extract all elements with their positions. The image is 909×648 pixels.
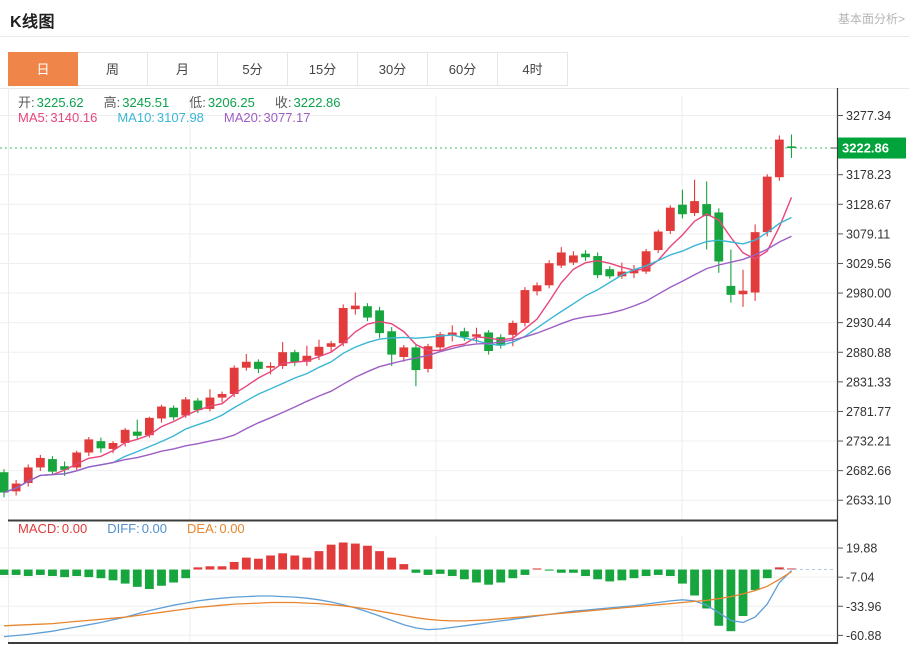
ma10-line <box>3 216 792 494</box>
y-axis-label: 3277.34 <box>846 109 891 123</box>
y-axis-label: -33.96 <box>846 600 881 614</box>
tab-5分[interactable]: 5分 <box>218 52 288 86</box>
tab-30分[interactable]: 30分 <box>358 52 428 86</box>
y-axis-labels: 3277.34 3178.23 3128.67 3079.11 3029.56 2980.… <box>831 109 891 643</box>
dea-line <box>3 571 792 627</box>
macd-histogram <box>0 542 796 632</box>
svg-text:3222.86: 3222.86 <box>842 141 889 156</box>
y-axis-label: 3079.11 <box>846 227 890 241</box>
page-header: K线图 基本面分析> <box>0 0 909 37</box>
tab-15分[interactable]: 15分 <box>288 52 358 86</box>
y-axis-label: -60.88 <box>846 629 881 643</box>
y-axis-label: 19.88 <box>846 542 877 556</box>
y-axis-label: 3178.23 <box>846 168 891 182</box>
y-axis-label: 2781.77 <box>846 405 891 419</box>
y-axis-label: 3128.67 <box>846 198 891 212</box>
timeframe-tabs: 日周月 5分 15分 30分 60分 4时 <box>8 52 568 86</box>
tab-周[interactable]: 周 <box>78 52 148 86</box>
candles <box>0 134 796 498</box>
tab-月[interactable]: 月 <box>148 52 218 86</box>
tab-日[interactable]: 日 <box>8 52 78 86</box>
y-axis-label: 3029.56 <box>846 257 891 271</box>
y-axis-label: -7.04 <box>846 571 875 585</box>
ma5-line <box>3 197 793 494</box>
chart-stage: 3277.34 3178.23 3128.67 3079.11 3029.56 2980.… <box>0 88 909 648</box>
tab-4时[interactable]: 4时 <box>498 52 568 86</box>
y-axis-label: 2930.44 <box>846 316 891 330</box>
page-title: K线图 <box>10 14 56 31</box>
y-axis-label: 2682.66 <box>846 464 891 478</box>
tab-60分[interactable]: 60分 <box>428 52 498 86</box>
current-price-tag: 3222.86 <box>838 137 906 159</box>
fundamental-analysis-link[interactable]: 基本面分析> <box>837 12 905 26</box>
y-axis-label: 2980.00 <box>846 287 891 301</box>
y-axis-label: 2633.10 <box>846 494 891 508</box>
ma20-line <box>3 235 792 494</box>
diff-line <box>3 570 792 638</box>
y-axis-label: 2732.21 <box>846 435 891 449</box>
y-axis-label: 2831.33 <box>846 375 891 389</box>
y-axis-label: 2880.88 <box>846 346 891 360</box>
candlestick-chart[interactable]: 3277.34 3178.23 3128.67 3079.11 3029.56 2980.… <box>0 88 909 648</box>
